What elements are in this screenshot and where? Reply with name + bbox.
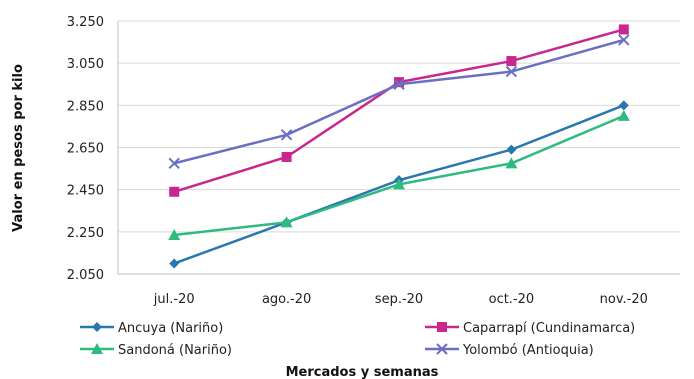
data-point-stroke [280, 129, 293, 141]
data-point-stroke [168, 157, 180, 170]
y-axis-title: Valor en pesos por kilo [11, 64, 26, 232]
y-tick-label: 2.050 [67, 268, 104, 283]
x-tick-label: ago.-20 [262, 292, 311, 307]
data-point [618, 100, 629, 111]
x-tick-label: nov.-20 [600, 292, 648, 307]
series-4 [168, 34, 630, 170]
legend-swatch-marker [436, 343, 448, 355]
legend-item: Caparrapí (Cundinamarca) [425, 321, 635, 336]
legend: Ancuya (Nariño) Caparrapí (Cundinamarca) S… [80, 321, 635, 358]
data-point [280, 129, 293, 141]
data-point-stroke [393, 78, 405, 90]
legend-swatch-marker-stroke [436, 343, 448, 355]
x-tick-label: oct.-20 [489, 292, 535, 307]
grid-lines [117, 20, 680, 275]
series-2 [169, 24, 629, 197]
x-axis-title: Mercados y semanas [286, 365, 439, 379]
data-point [168, 157, 180, 170]
data-point [168, 228, 181, 240]
data-point [618, 34, 630, 46]
legend-item: Ancuya (Nariño) [80, 321, 223, 336]
data-point [505, 65, 518, 78]
data-point-stroke [505, 65, 518, 78]
x-tick-label: sep.-20 [375, 292, 423, 307]
y-tick-label: 2.250 [67, 226, 104, 241]
y-tick-label: 2.450 [67, 184, 104, 199]
legend-item: Sandoná (Nariño) [80, 343, 232, 358]
legend-swatch-marker [437, 322, 447, 332]
legend-label: Ancuya (Nariño) [118, 321, 223, 336]
y-tick-label: 2.650 [67, 142, 104, 157]
legend-swatch-marker [91, 343, 103, 354]
legend-label: Caparrapí (Cundinamarca) [463, 321, 635, 336]
data-point [169, 258, 180, 269]
data-point [618, 24, 629, 35]
x-tick-labels: jul.-20 ago.-20 sep.-20 oct.-20 nov.-20 [153, 292, 648, 307]
data-point-stroke [618, 34, 630, 46]
data-point [393, 178, 405, 190]
series-lines [168, 24, 630, 269]
legend-label: Yolombó (Antioquia) [462, 343, 594, 358]
x-tick-label: jul.-20 [153, 292, 195, 307]
legend-item: Yolombó (Antioquia) [425, 343, 594, 358]
data-point [506, 144, 517, 155]
data-point [617, 109, 630, 121]
series-line [173, 28, 625, 193]
legend-label: Sandoná (Nariño) [118, 343, 232, 358]
data-point [505, 157, 518, 169]
y-tick-labels: 2.050 2.250 2.450 2.650 2.850 3.050 3.250 [67, 15, 104, 283]
y-tick-label: 2.850 [67, 99, 104, 114]
series-3 [168, 109, 630, 240]
data-point [280, 216, 293, 228]
legend-swatch-marker [92, 322, 102, 332]
data-point [394, 77, 404, 88]
y-tick-label: 3.250 [67, 15, 104, 30]
data-point [506, 56, 517, 67]
data-point [169, 186, 180, 197]
data-point [393, 78, 405, 90]
y-tick-label: 3.050 [67, 57, 104, 72]
data-point [281, 151, 292, 162]
